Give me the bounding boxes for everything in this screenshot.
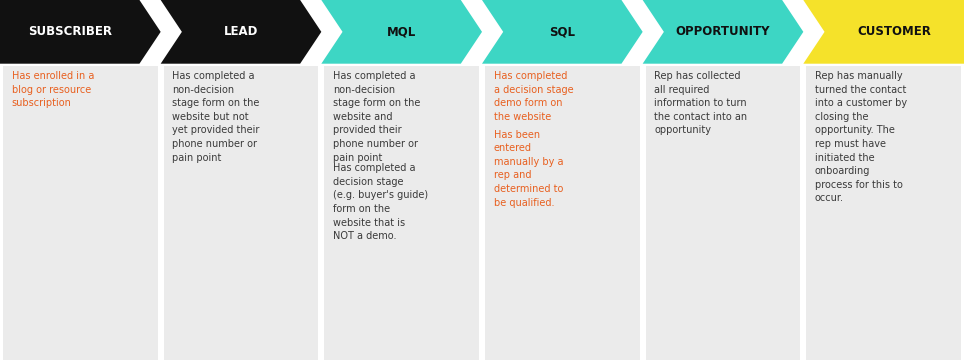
- Polygon shape: [643, 0, 803, 64]
- Bar: [3, 66, 158, 360]
- Polygon shape: [321, 0, 482, 64]
- Polygon shape: [803, 0, 964, 64]
- Text: Has completed
a decision stage
demo form on
the website: Has completed a decision stage demo form…: [494, 71, 574, 122]
- Text: SQL: SQL: [549, 25, 576, 38]
- Text: Has completed a
non-decision
stage form on the
website and
provided their
phone : Has completed a non-decision stage form …: [333, 71, 420, 163]
- Text: Rep has manually
turned the contact
into a customer by
closing the
opportunity. : Rep has manually turned the contact into…: [815, 71, 907, 203]
- Bar: [485, 66, 640, 360]
- Bar: [324, 66, 479, 360]
- Text: CUSTOMER: CUSTOMER: [857, 25, 931, 38]
- Bar: [806, 66, 961, 360]
- Text: Has completed a
non-decision
stage form on the
website but not
yet provided thei: Has completed a non-decision stage form …: [173, 71, 259, 163]
- Text: Rep has collected
all required
information to turn
the contact into an
opportuni: Rep has collected all required informati…: [655, 71, 747, 135]
- Bar: [164, 66, 318, 360]
- Text: MQL: MQL: [387, 25, 416, 38]
- Polygon shape: [482, 0, 643, 64]
- Polygon shape: [0, 0, 161, 64]
- Text: LEAD: LEAD: [224, 25, 258, 38]
- Text: Has enrolled in a
blog or resource
subscription: Has enrolled in a blog or resource subsc…: [12, 71, 94, 108]
- Text: SUBSCRIBER: SUBSCRIBER: [28, 25, 112, 38]
- Text: OPPORTUNITY: OPPORTUNITY: [676, 25, 770, 38]
- Text: Has been
entered
manually by a
rep and
determined to
be qualified.: Has been entered manually by a rep and d…: [494, 130, 563, 207]
- Polygon shape: [161, 0, 321, 64]
- Text: Has completed a
decision stage
(e.g. buyer's guide)
form on the
website that is
: Has completed a decision stage (e.g. buy…: [333, 163, 428, 241]
- Bar: [646, 66, 800, 360]
